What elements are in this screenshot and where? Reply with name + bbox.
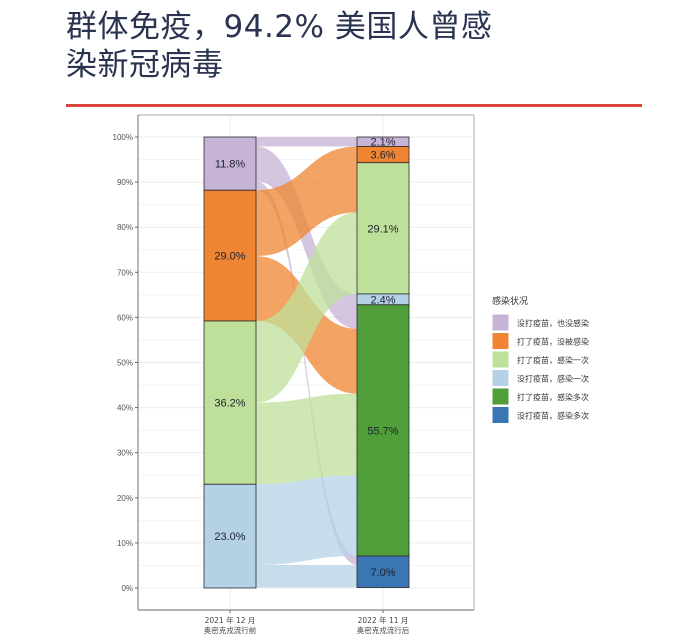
legend-label: 没打疫苗，也没感染 [517,318,589,328]
flow-band [256,137,357,147]
y-tick-label: 0% [121,584,133,593]
bar-segment [203,136,257,191]
flow-band [256,157,357,329]
x-tick-sublabel: 奥密克戎流行后 [357,625,410,635]
legend-label: 没打疫苗，感染一次 [517,374,589,384]
y-tick-label: 70% [117,268,133,277]
legend-label: 没打疫苗，感染多次 [517,411,589,421]
bar-segment [203,483,257,589]
segment-label: 29.0% [214,251,245,263]
y-tick-label: 10% [117,539,133,548]
flow-band [256,564,357,588]
y-tick-label: 60% [117,313,133,322]
flow-band [256,475,357,565]
legend-label: 打了疫苗，没被感染 [517,337,589,347]
segment-label: 36.2% [214,398,245,410]
bar-segment [356,555,410,588]
segment-label: 11.8% [215,159,246,171]
bar-segment [356,304,410,557]
legend: 感染状况没打疫苗，也没感染打了疫苗，没被感染打了疫苗，感染一次没打疫苗，感染一次… [491,295,589,424]
segment-label: 2.4% [370,294,395,306]
legend-label: 打了疫苗，感染多次 [517,392,589,402]
legend-title: 感染状况 [492,295,528,307]
x-tick-label: 2022 年 11 月 [358,615,409,625]
bar-segment [356,162,410,295]
segment-label: 29.1% [367,223,398,235]
flow-band [256,146,357,207]
title-divider [66,104,642,107]
legend-swatch [491,406,510,424]
flows [256,137,357,588]
segment-label: 3.6% [370,150,395,162]
axes: 0% 10% 20% 30% 40% 50% 60% 70% 80% 90% 100% 2021 年 … [113,114,475,635]
flow-band [256,212,357,403]
legend-swatch [491,350,510,369]
y-tick-label: 80% [117,223,133,232]
segment-label: 7.0% [370,567,395,579]
y-tick-label: 50% [117,359,133,368]
y-tick-label: 40% [117,404,133,413]
flow-band [256,162,357,257]
x-tick-label: 2021 年 12 月 [205,615,256,625]
title-line-1: 群体免疫，94.2% 美国人曾感 [66,9,493,45]
y-tick-label: 20% [117,494,133,503]
x-tick-sublabel: 奥密克戎流行前 [204,625,257,635]
legend-label: 打了疫苗，感染一次 [517,355,589,365]
y-tick-label: 30% [117,449,133,458]
flow-band [256,393,357,485]
bar-segment [203,189,257,322]
segment-label: 55.7% [367,425,398,437]
segment-label: 2.1% [370,137,395,149]
y-tick-label: 100% [113,133,133,142]
segment-label: 23.0% [214,531,245,543]
page-title: 群体免疫，94.2% 美国人曾感 染新冠病毒 [66,8,626,84]
legend-swatch [491,313,510,332]
legend-swatch [491,387,510,406]
title-line-2: 染新冠病毒 [66,47,224,83]
legend-swatch [491,332,510,350]
y-tick-label: 90% [117,178,133,187]
stacked-bars: 11.8% 29.0% 36.2% 23.0% 2.1%3.6% 29.1% 2.4% 55.… [203,136,410,589]
legend-swatch [491,369,510,387]
flow-band [256,181,357,565]
